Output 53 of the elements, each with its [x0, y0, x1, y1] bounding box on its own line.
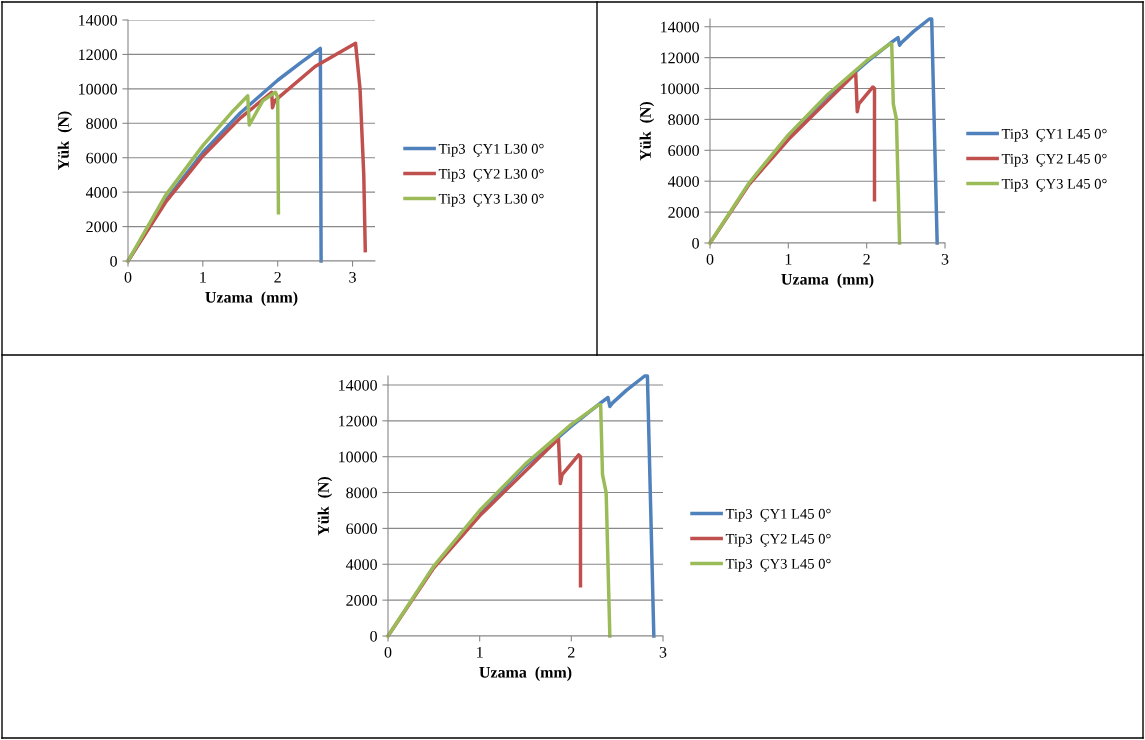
x-axis-title: Uzama (mm) — [205, 291, 298, 306]
y-axis-title: Yük (N) — [317, 476, 333, 536]
legend-label: Tip3 ÇY2 L30 0° — [438, 168, 544, 182]
y-tick-label: 10000 — [339, 451, 377, 463]
y-tick-label: 2000 — [346, 595, 377, 606]
y-tick-label: 6000 — [346, 523, 377, 535]
y-tick-label: 0 — [370, 630, 377, 642]
x-tick-label: 2 — [863, 253, 870, 265]
x-tick-label: 0 — [706, 253, 714, 265]
legend-label: Tip3 ÇY1 L45 0° — [725, 508, 831, 522]
legend-label: Tip3 ÇY2 L45 0° — [1001, 153, 1107, 167]
x-axis-title: Uzama (mm) — [781, 273, 874, 288]
y-axis-title: Yük (N) — [639, 101, 655, 161]
y-tick-label: 2000 — [668, 207, 699, 218]
y-tick-label: 10000 — [79, 83, 117, 95]
x-tick-label: 3 — [941, 253, 949, 265]
legend-label: Tip3 ÇY2 L45 0° — [725, 533, 831, 547]
x-tick-label: 2 — [568, 646, 575, 658]
line-series — [386, 402, 612, 638]
x-tick-label: 2 — [274, 271, 281, 283]
y-tick-label: 4000 — [345, 559, 377, 570]
x-tick-label: 0 — [124, 271, 132, 283]
y-tick-label: 10000 — [661, 83, 699, 95]
legend-label: Tip3 ÇY1 L45 0° — [1001, 128, 1107, 142]
x-tick-label: 1 — [477, 646, 483, 658]
y-tick-label: 0 — [692, 237, 699, 249]
y-tick-label: 14000 — [661, 21, 699, 33]
legend-label: Tip3 ÇY3 L45 0° — [725, 558, 831, 572]
y-tick-label: 6000 — [668, 145, 699, 157]
y-tick-label: 12000 — [79, 49, 117, 61]
y-tick-label: 6000 — [86, 152, 117, 164]
y-tick-label: 14000 — [79, 14, 117, 26]
y-tick-label: 12000 — [339, 415, 377, 427]
legend-label: Tip3 ÇY1 L30 0° — [438, 143, 544, 157]
y-tick-label: 8000 — [346, 487, 377, 499]
y-tick-label: 14000 — [339, 379, 377, 391]
y-tick-label: 2000 — [86, 221, 117, 233]
x-tick-label: 0 — [384, 646, 392, 658]
y-tick-label: 4000 — [667, 176, 699, 187]
x-tick-label: 1 — [785, 253, 792, 265]
y-tick-label: 8000 — [86, 118, 117, 129]
x-tick-label: 1 — [200, 271, 206, 283]
line-series — [708, 41, 902, 245]
y-tick-label: 12000 — [661, 52, 699, 64]
legend-label: Tip3 ÇY3 L30 0° — [438, 193, 544, 207]
x-tick-label: 3 — [349, 271, 356, 283]
y-tick-label: 8000 — [668, 114, 699, 126]
legend-label: Tip3 ÇY3 L45 0° — [1001, 178, 1107, 192]
x-tick-label: 3 — [659, 646, 667, 658]
y-axis-title: Yük (N) — [57, 111, 73, 170]
x-axis-title: Uzama (mm) — [479, 666, 572, 681]
line-series — [126, 90, 281, 263]
y-tick-label: 4000 — [85, 187, 117, 198]
